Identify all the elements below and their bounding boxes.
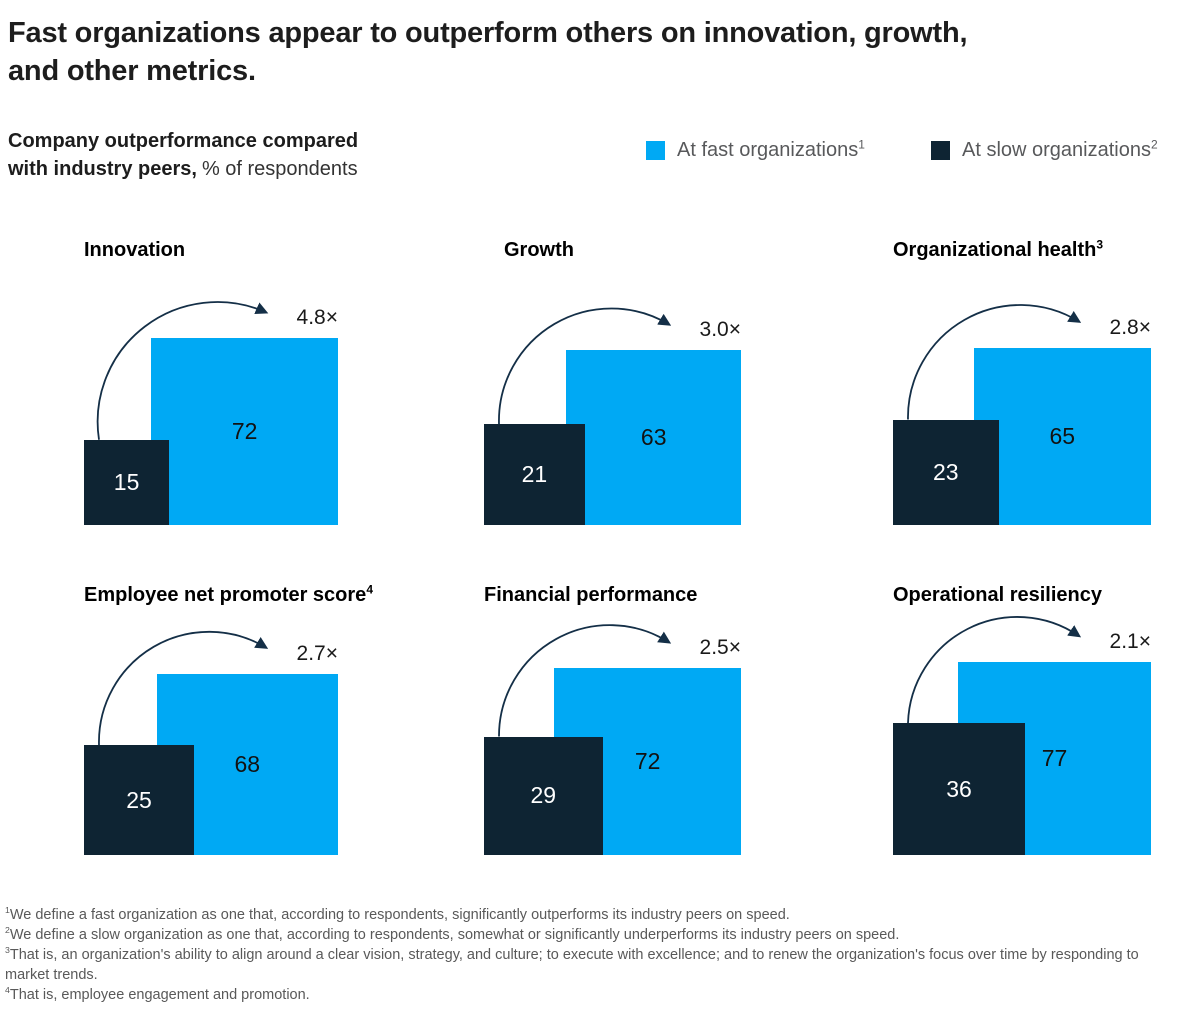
panel-title-sup: 4 bbox=[366, 582, 373, 597]
legend-label-fast-text: At fast organizations bbox=[677, 138, 859, 161]
fast-organizations-square: 65 bbox=[973, 347, 1151, 525]
page-title: Fast organizations appear to outperform … bbox=[8, 14, 1158, 90]
panel-title: Operational resiliency bbox=[893, 583, 1102, 607]
multiplier-label: 4.8× bbox=[296, 306, 338, 330]
legend-label-slow: At slow organizations2 bbox=[962, 136, 1158, 162]
multiplier-arrow bbox=[907, 304, 1082, 420]
legend-label-slow-text: At slow organizations bbox=[962, 138, 1151, 161]
legend-sup-fast: 1 bbox=[858, 136, 865, 151]
footnote-4-sup: 4 bbox=[5, 985, 10, 996]
fast-organizations-square: 63 bbox=[566, 350, 741, 525]
footnote-4: 4That is, employee engagement and promot… bbox=[5, 985, 1183, 1005]
slow-organizations-square: 21 bbox=[484, 424, 585, 525]
footnotes: 1We define a fast organization as one th… bbox=[5, 905, 1183, 1005]
multiplier-arrow bbox=[498, 624, 672, 737]
multiplier-arrow bbox=[498, 307, 672, 425]
legend-swatch-fast bbox=[646, 140, 665, 160]
multiplier-label: 2.7× bbox=[296, 641, 338, 665]
footnote-1: 1We define a fast organization as one th… bbox=[5, 905, 1183, 925]
footnote-3-text: That is, an organization's ability to al… bbox=[5, 947, 1139, 983]
slow-organizations-square: 36 bbox=[893, 723, 1025, 855]
legend-label-fast: At fast organizations1 bbox=[677, 136, 865, 162]
metric-panel: Organizational health3 65 23 2.8× bbox=[893, 238, 1151, 525]
metric-panel: Financial performance 72 29 2.5× bbox=[484, 583, 741, 855]
panel-title-text: Organizational health bbox=[893, 239, 1097, 261]
panel-title-text: Financial performance bbox=[484, 584, 698, 606]
legend-item-slow: At slow organizations2 bbox=[931, 136, 1158, 162]
footnote-3: 3That is, an organization's ability to a… bbox=[5, 945, 1183, 985]
panel-title-text: Employee net promoter score bbox=[84, 584, 367, 606]
metric-panel: Operational resiliency 77 36 2.1× bbox=[893, 583, 1151, 855]
multiplier-arrow bbox=[98, 630, 269, 746]
panel-title-text: Operational resiliency bbox=[893, 584, 1102, 606]
panel-title: Growth bbox=[504, 238, 574, 262]
panel-title: Employee net promoter score4 bbox=[84, 583, 373, 607]
panel-title-text: Growth bbox=[504, 239, 574, 261]
panel-title-sup: 3 bbox=[1096, 237, 1104, 252]
metric-panel: Employee net promoter score4 68 25 2.7× bbox=[84, 583, 373, 855]
multiplier-label: 3.0× bbox=[699, 318, 741, 342]
footnote-4-text: That is, employee engagement and promoti… bbox=[9, 987, 310, 1003]
multiplier-arrow bbox=[907, 616, 1082, 724]
panel-title: Innovation bbox=[84, 238, 185, 262]
footnote-2: 2We define a slow organization as one th… bbox=[5, 925, 1183, 945]
multiplier-arrow bbox=[96, 301, 269, 440]
chart-subtitle: Company outperformance compared with ind… bbox=[8, 127, 358, 183]
footnote-2-sup: 2 bbox=[5, 925, 10, 936]
panel-title: Organizational health3 bbox=[893, 238, 1103, 262]
metric-panel: Growth 63 21 3.0× bbox=[484, 238, 741, 525]
slow-organizations-square: 25 bbox=[84, 745, 194, 855]
panel-title-text: Innovation bbox=[84, 239, 186, 261]
slow-organizations-square: 15 bbox=[84, 439, 170, 525]
subtitle-unit: % of respondents bbox=[201, 158, 358, 180]
legend-swatch-slow bbox=[931, 140, 950, 160]
fast-organizations-square: 72 bbox=[151, 338, 338, 525]
multiplier-label: 2.1× bbox=[1109, 630, 1151, 653]
multiplier-label: 2.5× bbox=[699, 636, 741, 660]
subtitle-bold-line2: with industry peers, bbox=[8, 158, 197, 180]
multiplier-label: 2.8× bbox=[1109, 315, 1151, 339]
panel-title: Financial performance bbox=[484, 583, 697, 607]
slow-organizations-square: 29 bbox=[484, 736, 603, 855]
page-title-line1: Fast organizations appear to outperform … bbox=[8, 17, 968, 49]
metric-panel: Innovation 72 15 4.8× bbox=[84, 238, 338, 525]
footnote-1-sup: 1 bbox=[5, 905, 10, 916]
footnote-1-text: We define a fast organization as one tha… bbox=[9, 907, 790, 923]
footnote-3-sup: 3 bbox=[5, 945, 10, 956]
legend-item-fast: At fast organizations1 bbox=[646, 136, 865, 162]
footnote-2-text: We define a slow organization as one tha… bbox=[9, 927, 900, 943]
slow-organizations-square: 23 bbox=[893, 419, 999, 525]
legend-sup-slow: 2 bbox=[1150, 136, 1158, 151]
subtitle-bold-line1: Company outperformance compared bbox=[8, 130, 359, 152]
page-title-line2: and other metrics. bbox=[8, 55, 256, 87]
